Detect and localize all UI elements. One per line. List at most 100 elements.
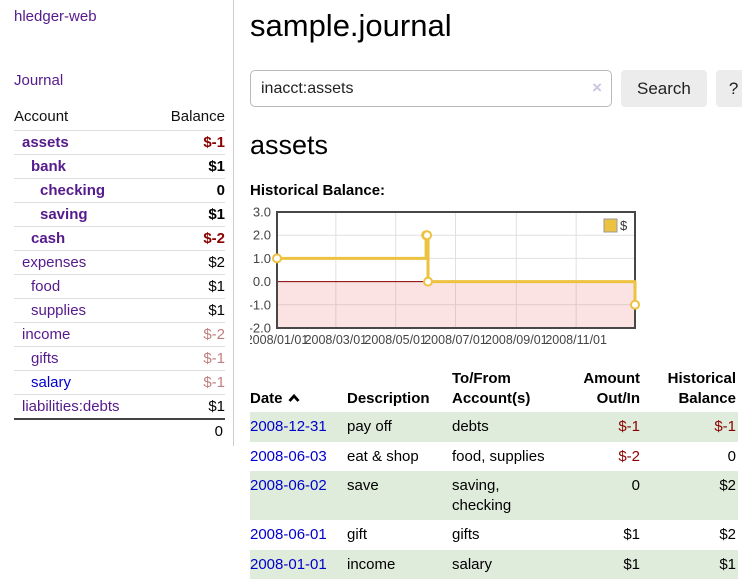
y-axis-tick-label: 2.0 xyxy=(253,228,271,243)
register-row: 2008-06-03 eat & shop food, supplies $-2… xyxy=(250,442,738,472)
account-link-bank[interactable]: bank xyxy=(31,158,67,175)
data-point-marker xyxy=(630,299,640,310)
header-date-label: Date xyxy=(250,389,283,407)
historical-balance-chart: $3.0 2.0 1.0 0.0 -1.0 -2.0 2008/01/01 2008/03/0… xyxy=(246,205,742,353)
transaction-date-link[interactable]: 2008-06-03 xyxy=(250,447,327,465)
account-link-income[interactable]: income xyxy=(22,326,71,343)
transaction-description: eat & shop xyxy=(347,447,419,465)
account-link-saving[interactable]: saving xyxy=(40,206,88,223)
register-table: Date Description To/From Account(s) Amou… xyxy=(250,367,738,579)
account-balance: $1 xyxy=(208,278,225,295)
clear-search-icon[interactable]: × xyxy=(592,78,602,97)
register-row: 2008-06-02 save saving, checking 0 $2 xyxy=(250,471,738,520)
transaction-description: pay off xyxy=(347,412,452,442)
account-row-liabilities-debts: liabilities:debts $1 xyxy=(14,394,225,418)
y-axis-tick-label: 0.0 xyxy=(253,274,271,289)
transaction-date-link[interactable]: 2008-06-02 xyxy=(250,477,327,494)
y-axis-tick-label: -1.0 xyxy=(250,297,271,312)
account-balance: $-2 xyxy=(203,326,225,343)
transaction-accounts: food, supplies xyxy=(452,447,545,465)
transaction-date-link[interactable]: 2008-06-01 xyxy=(250,526,327,543)
account-row-expenses: expenses $2 xyxy=(14,250,225,274)
account-balance: $1 xyxy=(208,398,225,415)
x-axis-tick-label: 2008/01/01 xyxy=(250,333,308,347)
sidebar-item-journal[interactable]: Journal xyxy=(14,72,64,89)
account-balance: $-1 xyxy=(203,350,225,367)
account-balance-table: Account Balance assets $-1 bank $1 check… xyxy=(14,106,225,443)
account-row-salary: salary $-1 xyxy=(14,370,225,394)
x-axis-tick-label: 2008/09/01 xyxy=(485,333,548,347)
account-table-header: Account Balance xyxy=(14,106,225,130)
accounts-total: 0 xyxy=(14,418,225,443)
register-row: 2008-12-31 pay off debts $-1 $-1 xyxy=(250,412,738,442)
account-link-gifts[interactable]: gifts xyxy=(31,350,59,367)
transaction-amount: $-1 xyxy=(557,412,642,442)
app-title-link[interactable]: hledger-web xyxy=(14,8,97,25)
header-balance: Historical Balance xyxy=(667,370,736,407)
transaction-balance: $2 xyxy=(719,526,736,543)
data-point-marker xyxy=(423,276,434,287)
transaction-description: gift xyxy=(347,526,368,543)
transaction-accounts: salary xyxy=(452,549,557,579)
data-point-marker xyxy=(272,253,282,264)
transaction-balance: $2 xyxy=(642,471,738,520)
chart-legend-label: $ xyxy=(620,218,628,233)
account-link-assets[interactable]: assets xyxy=(22,134,69,151)
x-axis-tick-label: 2008/03/01 xyxy=(305,333,368,347)
data-point-marker xyxy=(422,230,433,241)
search-button[interactable]: Search xyxy=(621,70,707,107)
historical-balance-chart-svg: $3.0 2.0 1.0 0.0 -1.0 -2.02008/01/012008/03/0… xyxy=(246,205,640,347)
register-row: 2008-06-01 gift gifts $1 $2 xyxy=(250,520,738,550)
main-content: sample.journal × Search ? assets Histori… xyxy=(234,0,742,582)
account-link-salary[interactable]: salary xyxy=(31,374,72,391)
account-link-food[interactable]: food xyxy=(31,278,61,295)
account-balance: $1 xyxy=(208,158,225,175)
account-balance: $1 xyxy=(208,302,225,319)
account-row-cash: cash $-2 xyxy=(14,226,225,250)
account-link-supplies[interactable]: supplies xyxy=(31,302,87,319)
header-accounts: To/From Account(s) xyxy=(452,370,531,407)
account-balance: $-2 xyxy=(203,230,225,247)
account-link-checking[interactable]: checking xyxy=(40,182,106,199)
help-button[interactable]: ? xyxy=(715,70,742,107)
account-row-income: income $-2 xyxy=(14,322,225,346)
plot-border xyxy=(276,211,636,329)
account-link-liabilities-debts[interactable]: liabilities:debts xyxy=(22,398,120,415)
register-row: 2008-01-01 income salary $1 $1 xyxy=(250,549,738,579)
account-row-checking: checking 0 xyxy=(14,178,225,202)
chart-legend-swatch xyxy=(603,218,618,233)
account-balance: 0 xyxy=(216,182,225,199)
search-bar: × Search ? xyxy=(250,70,742,107)
account-link-cash[interactable]: cash xyxy=(31,230,66,247)
page-title: sample.journal xyxy=(250,8,452,43)
x-axis-tick-label: 2008/07/01 xyxy=(424,333,487,347)
negative-region xyxy=(277,281,635,328)
y-axis-tick-label: -2.0 xyxy=(250,321,271,336)
account-row-assets: assets $-1 xyxy=(14,130,225,154)
transaction-balance: 0 xyxy=(727,447,736,465)
transaction-date-link[interactable]: 2008-01-01 xyxy=(250,555,327,573)
y-axis-tick-label: 3.0 xyxy=(253,207,271,220)
account-link-expenses[interactable]: expenses xyxy=(22,254,87,271)
transaction-accounts: saving, checking xyxy=(452,471,557,520)
transaction-amount: $1 xyxy=(557,549,642,579)
x-axis-tick-label: 2008/05/01 xyxy=(364,333,427,347)
search-input[interactable] xyxy=(250,70,612,107)
header-description: Description xyxy=(347,389,430,407)
transaction-amount: $1 xyxy=(623,526,640,543)
register-header-row: Date Description To/From Account(s) Amou… xyxy=(250,367,738,412)
x-axis-tick-label: 2008/11/01 xyxy=(545,333,607,347)
transaction-date-link[interactable]: 2008-12-31 xyxy=(250,418,327,435)
account-heading: assets xyxy=(250,130,329,160)
transaction-description: income xyxy=(347,549,452,579)
transaction-description: save xyxy=(347,471,452,520)
transaction-accounts: debts xyxy=(452,412,557,442)
account-balance: $1 xyxy=(208,206,225,223)
header-amount: Amount Out/In xyxy=(583,370,640,407)
account-balance: $-1 xyxy=(203,374,225,391)
account-row-saving: saving $1 xyxy=(14,202,225,226)
y-axis-tick-label: 1.0 xyxy=(253,251,271,266)
sidebar: hledger-web Journal Account Balance asse… xyxy=(0,0,234,446)
account-balance: $2 xyxy=(208,254,225,271)
header-date[interactable]: Date xyxy=(250,367,347,412)
